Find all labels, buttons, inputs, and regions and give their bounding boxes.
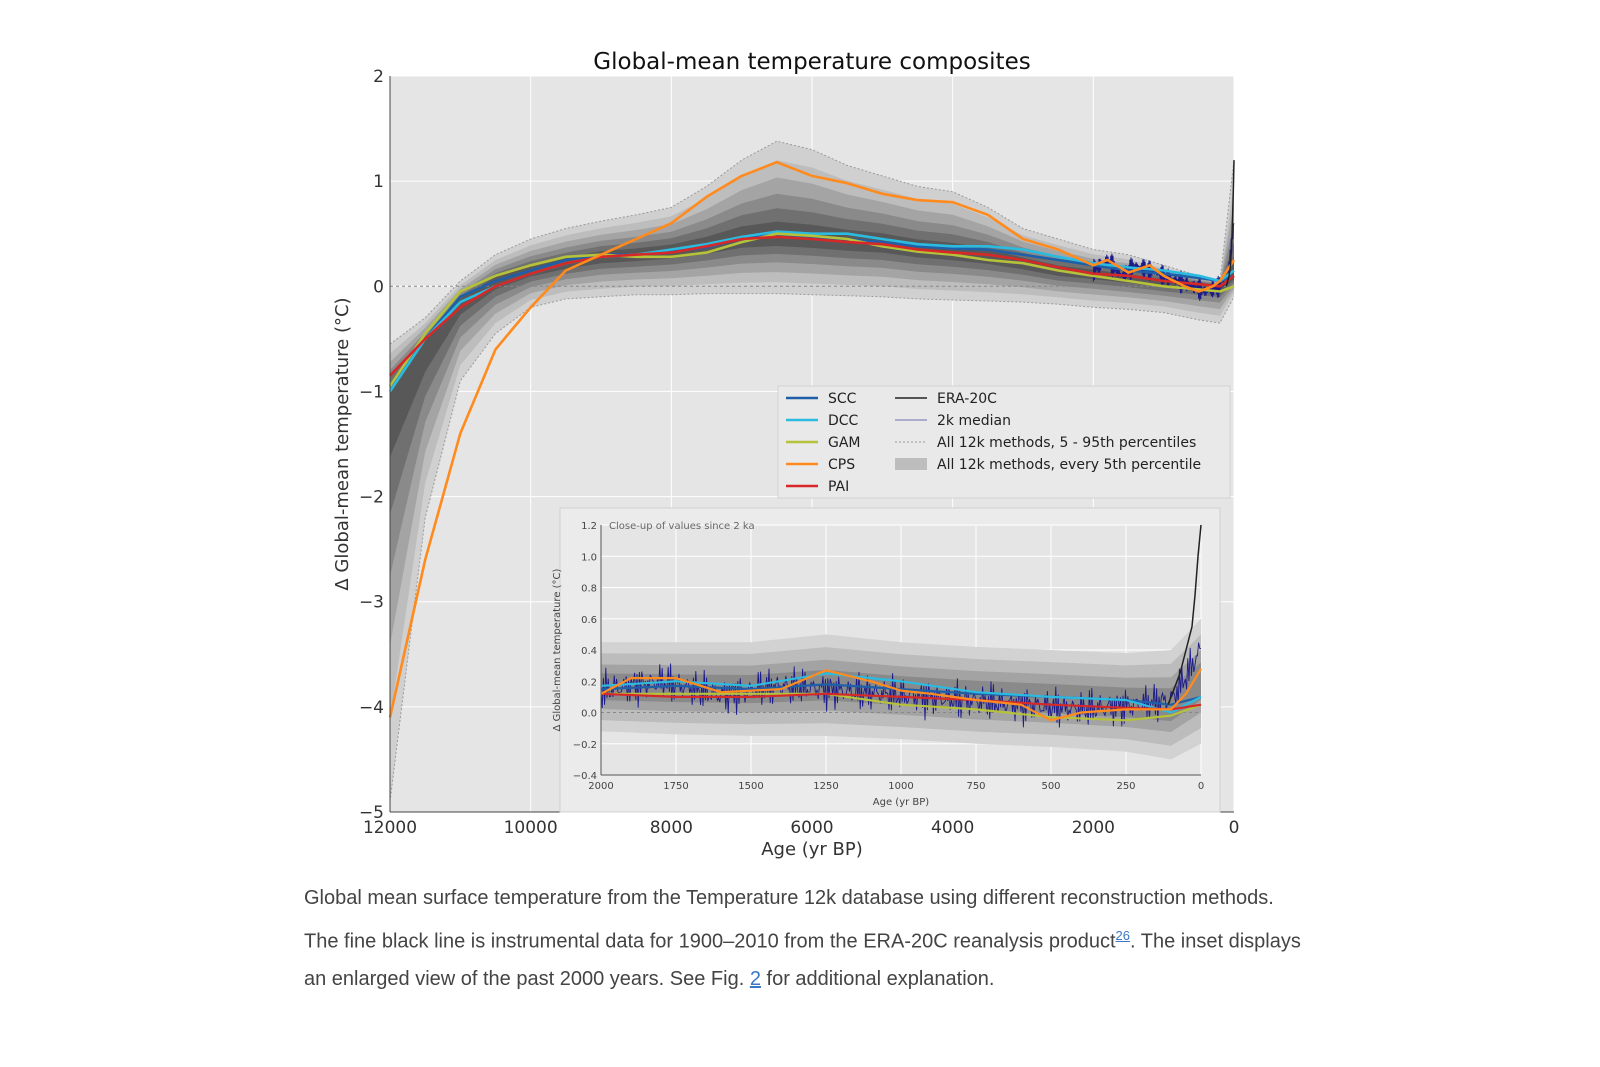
legend-label: PAI — [828, 479, 849, 495]
inset-x-tick-label: 1250 — [813, 781, 838, 792]
chart-title: Global-mean temperature composites — [593, 49, 1030, 75]
legend-label: All 12k methods, 5 - 95th percentiles — [937, 435, 1196, 451]
x-tick-label: 10000 — [504, 818, 558, 838]
series-cps — [388, 160, 1236, 718]
inset-chart: 2000 1750 1500 1250 1000 750 500 250 0 1.2 1.0 0.8 0… — [552, 507, 1221, 813]
legend-label: SCC — [828, 391, 857, 407]
inset-y-axis-label: Δ Global-mean temperature (°C) — [552, 568, 563, 731]
inset-x-axis-label: Age (yr BP) — [873, 797, 930, 808]
series-era-20c — [1225, 160, 1235, 287]
reference-link[interactable]: 26 — [1115, 928, 1131, 943]
inset-series-era-20c — [1167, 524, 1202, 705]
y-tick-label: −5 — [359, 803, 384, 823]
y-tick-label: −2 — [359, 488, 384, 508]
inset-y-tick-label: 1.0 — [581, 552, 597, 563]
inset-x-tick-label: 1750 — [663, 781, 688, 792]
y-tick-label: 1 — [373, 172, 384, 192]
x-tick-label: 2000 — [1072, 818, 1115, 838]
x-tick-label: 12000 — [363, 818, 417, 838]
inset-y-tick-label: 0.4 — [581, 646, 597, 657]
inset-x-tick-label: 500 — [1041, 781, 1060, 792]
inset-x-tick-label: 0 — [1198, 781, 1204, 792]
inset-x-tick-label: 1500 — [738, 781, 763, 792]
figure-link[interactable]: 2 — [749, 967, 761, 990]
series-pai — [389, 235, 1235, 377]
inset-x-tick-label: 2000 — [588, 781, 613, 792]
inset-percentile-band — [601, 662, 1201, 722]
legend-label: ERA-20C — [937, 391, 997, 407]
inset-x-tick-label: 250 — [1116, 781, 1135, 792]
legend-box — [777, 385, 1231, 499]
legend-swatch — [895, 458, 927, 470]
figure-caption: Global mean surface temperature from the… — [304, 880, 1304, 998]
x-tick-label: 4000 — [931, 818, 974, 838]
y-tick-label: 2 — [373, 67, 384, 87]
x-axis-label: Age (yr BP) — [761, 839, 863, 860]
caption-text-1: Global mean surface temperature from the… — [304, 887, 1274, 953]
legend-label: All 12k methods, every 5th percentile — [937, 457, 1201, 473]
caption-text-3: for additional explanation. — [760, 967, 995, 990]
series-gam — [388, 232, 1235, 387]
inset-series-cps — [600, 668, 1202, 722]
y-tick-label: −4 — [359, 698, 384, 718]
inset-x-tick-label: 1000 — [888, 781, 913, 792]
inset-y-tick-label: 1.2 — [581, 521, 597, 532]
inset-x-tick-label: 750 — [966, 781, 985, 792]
legend: SCC DCC GAM CPS PAI ERA-20C 2k median All 12k m… — [777, 385, 1231, 499]
y-tick-label: −3 — [359, 593, 384, 613]
inset-y-tick-label: 0.0 — [581, 709, 597, 720]
x-tick-label: 8000 — [650, 818, 693, 838]
percentile-band — [390, 177, 1234, 646]
legend-label: DCC — [828, 413, 859, 429]
y-axis-label: Δ Global-mean temperature (°C) — [332, 297, 353, 590]
inset-series-dcc — [600, 672, 1202, 714]
inset-y-tick-label: 0.6 — [581, 615, 597, 626]
inset-series-scc — [600, 683, 1202, 706]
caption-text-2: . The inset displays an enlarged view of… — [304, 930, 1301, 990]
legend-label: 2k median — [937, 413, 1011, 429]
inset-y-tick-label: 0.2 — [581, 677, 597, 688]
inset-series-gam — [601, 692, 1202, 722]
inset-annotation: Close-up of values since 2 ka — [609, 521, 755, 532]
legend-label: GAM — [828, 435, 861, 451]
percentile-5-95-upper — [389, 140, 1235, 345]
inset-y-tick-label: 0.8 — [581, 584, 597, 595]
y-tick-label: −1 — [359, 382, 384, 402]
percentile-5-95-lower — [389, 293, 1235, 802]
x-tick-label: 0 — [1229, 818, 1240, 838]
x-tick-label: 6000 — [790, 818, 833, 838]
chart: 12000 10000 8000 6000 4000 2000 0210−1−2−3−4−5… — [332, 49, 1240, 860]
inset-y-tick-label: −0.2 — [573, 740, 597, 751]
legend-label: CPS — [828, 457, 855, 473]
y-tick-label: 0 — [373, 277, 384, 297]
inset-y-tick-label: −0.4 — [573, 771, 597, 782]
